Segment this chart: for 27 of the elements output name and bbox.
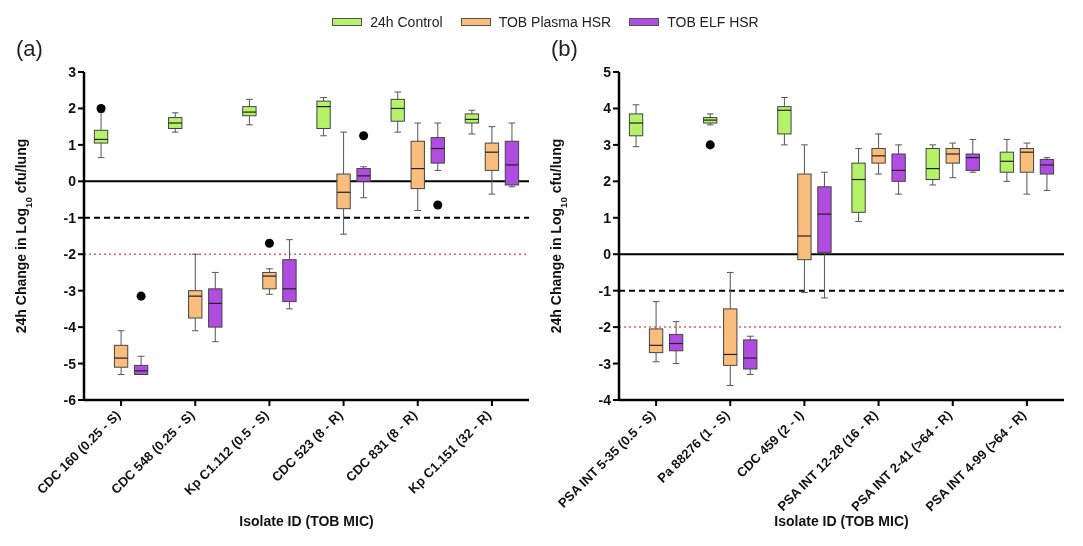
chart-title: (a)	[15, 36, 44, 62]
y-tick-label: -2	[598, 319, 612, 336]
y-tick-label: 3	[603, 136, 612, 153]
y-tick-label: -4	[63, 319, 77, 336]
y-tick-label: -5	[63, 355, 77, 372]
y-tick-label: 5	[603, 63, 612, 80]
y-tick-label: -3	[63, 282, 77, 299]
y-tick-label: 2	[603, 173, 612, 190]
y-tick-label: 3	[68, 63, 77, 80]
legend-label: TOB Plasma HSR	[498, 14, 612, 30]
y-tick-label: 2	[68, 100, 77, 117]
y-tick-label: -1	[63, 209, 77, 226]
y-tick-label: 1	[68, 136, 77, 153]
x-axis-title: Isolate ID (TOB MIC)	[239, 513, 374, 529]
x-axis-title: Isolate ID (TOB MIC)	[774, 513, 909, 529]
legend-label: 24h Control	[370, 14, 443, 30]
y-tick-label: -2	[63, 246, 77, 263]
legend-label: TOB ELF HSR	[667, 14, 759, 30]
y-tick-label: 4	[603, 100, 612, 117]
y-tick-label: 1	[603, 209, 612, 226]
y-tick-label: 0	[603, 246, 612, 263]
y-tick-label: -4	[598, 391, 612, 408]
y-tick-label: -3	[598, 355, 612, 372]
chart-title: (b)	[550, 36, 579, 62]
y-tick-label: 0	[68, 173, 77, 190]
y-tick-label: -1	[598, 282, 612, 299]
y-tick-label: -6	[63, 391, 77, 408]
